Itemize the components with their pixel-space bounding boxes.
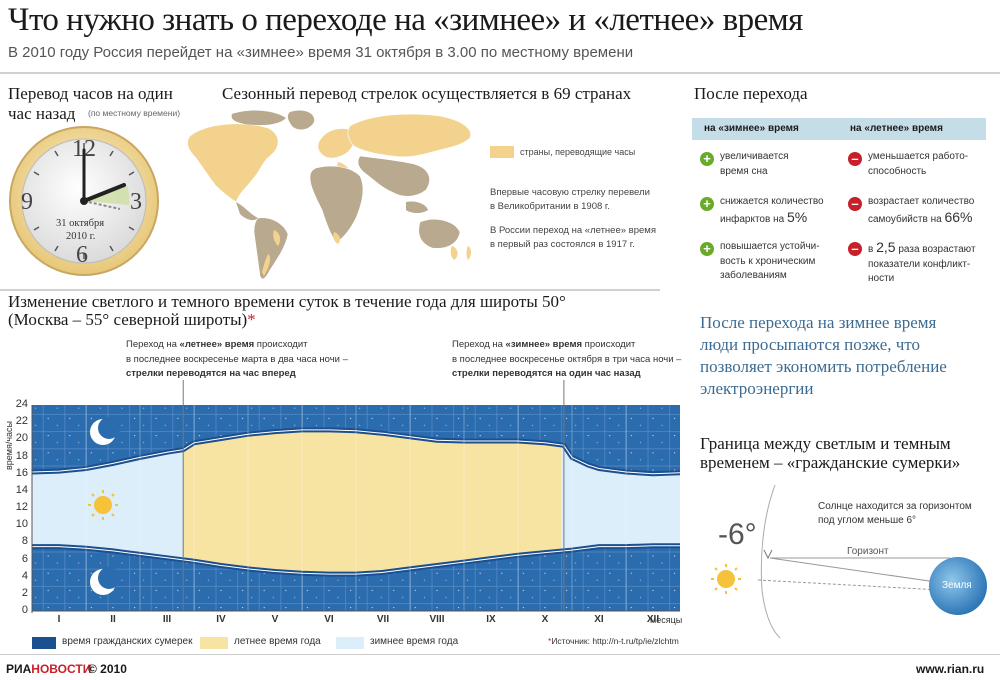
summer-item-1: уменьшается работо-способность — [868, 151, 969, 177]
moon-icon — [90, 567, 120, 595]
x-tick-label: XII — [646, 614, 660, 625]
sun-note-line2: под углом меньше 6° — [818, 515, 917, 526]
plus-icon: + — [700, 197, 714, 211]
ria-logo[interactable]: РИАНОВОСТИ — [6, 662, 92, 676]
earth-label: Земля — [942, 580, 972, 591]
winter-item-2: снижается количество инфарктов на 5% — [720, 196, 824, 225]
clock-date-line1: 31 октября — [56, 218, 105, 229]
x-tick-label: IX — [486, 614, 496, 625]
clock-date-line2: 2010 г. — [66, 231, 96, 242]
minus-icon: – — [848, 197, 862, 211]
x-tick-label: V — [271, 614, 279, 625]
copyright: © 2010 — [88, 662, 127, 676]
y-tick-label: 4 — [21, 569, 28, 582]
wall-clock — [9, 126, 159, 276]
sun-icon — [711, 564, 741, 594]
twilight-diagram — [711, 484, 987, 639]
clock-note: (по местному времени) — [88, 108, 181, 118]
source-note: *Источник: http://n-t.ru/tp/ie/zlchtm — [548, 636, 679, 646]
section-divider — [0, 289, 660, 291]
y-tick-label: 2 — [21, 586, 28, 599]
header-divider — [0, 72, 1000, 74]
fact1-line1: Впервые часовую стрелку перевели — [490, 187, 650, 198]
y-tick-label: 8 — [21, 535, 28, 548]
after-heading: После перехода — [694, 84, 808, 103]
clock-heading-line1: Перевод часов на один — [8, 84, 173, 103]
world-map — [187, 110, 471, 280]
map-heading: Сезонный перевод стрелок осуществляется … — [222, 84, 632, 103]
clock-heading-line2: час назад — [8, 104, 76, 123]
month-gridlines — [85, 405, 627, 611]
y-tick-label: 12 — [15, 501, 28, 513]
after-col-summer: на «летнее» время — [838, 118, 986, 140]
x-tick-label: I — [57, 614, 61, 625]
minus-icon: – — [848, 242, 862, 256]
moon-icon — [90, 417, 120, 445]
daylight-chart — [31, 380, 681, 613]
x-tick-label: III — [162, 614, 172, 625]
legend-winter-label: зимнее время года — [370, 636, 459, 647]
callout-winter-transition: Переход на «зимнее» время происходит в п… — [452, 339, 682, 379]
callout-summer-transition: Переход на «летнее» время происходит в п… — [126, 339, 348, 379]
x-tick-label: VII — [376, 614, 390, 625]
legend-winter-swatch — [336, 637, 364, 649]
map-legend-swatch — [490, 146, 514, 158]
dusk-line — [31, 429, 681, 475]
legend-summer-label: летнее время года — [234, 636, 321, 647]
sun-icon — [88, 490, 118, 520]
y-tick-label: 0 — [21, 604, 28, 616]
x-tick-label: XI — [594, 614, 604, 625]
plus-icon: + — [700, 152, 714, 166]
y-tick-label: 16 — [15, 466, 28, 479]
plus-icon: + — [700, 242, 714, 256]
clock-numeral-3: 3 — [130, 189, 142, 215]
map-legend-label: страны, переводящие часы — [520, 147, 636, 157]
y-tick-label: 22 — [15, 415, 28, 428]
winter-item-1: увеличивается время сна — [720, 151, 789, 177]
angle-label: -6° — [718, 518, 757, 551]
y-tick-label: 6 — [21, 552, 28, 565]
twilight-heading-line2: временем – «гражданские сумерки» — [700, 453, 961, 472]
page-subtitle: В 2010 году Россия перейдет на «зимнее» … — [8, 44, 634, 61]
clock-numeral-6: 6 — [76, 242, 88, 268]
fact1-line2: в Великобритании в 1908 г. — [490, 201, 610, 212]
x-tick-label: VIII — [429, 614, 445, 625]
y-tick-label: 20 — [15, 432, 28, 445]
x-tick-label: VI — [324, 614, 334, 625]
footer-divider — [0, 654, 1000, 655]
page-title: Что нужно знать о переходе на «зимнее» и… — [8, 2, 803, 38]
site-link[interactable]: www.rian.ru — [916, 662, 985, 676]
clock-numeral-12: 12 — [72, 136, 96, 162]
y-tick-label: 18 — [15, 449, 28, 462]
day-area-summer — [183, 429, 562, 575]
after-col-winter: на «зимнее» время — [692, 118, 847, 140]
winter-item-3: повышается устойчи-вость к хроническим за… — [720, 241, 820, 281]
legend-summer-swatch — [200, 637, 228, 649]
y-tick-label: 24 — [15, 398, 28, 410]
summer-item-2: возрастает количество самоубийств на 66% — [868, 196, 975, 225]
chart-heading-line1: Изменение светлого и темного времени сут… — [8, 292, 566, 311]
y-tick-label: 10 — [15, 518, 28, 531]
x-tick-label: II — [110, 614, 116, 625]
legend-twilight-swatch — [32, 637, 56, 649]
summer-item-3: в 2,5 раза возрастают показатели конфлик… — [868, 239, 976, 284]
earth-icon — [929, 557, 987, 615]
chart-heading-line2: (Москва – 55° северной широты)* — [8, 310, 256, 329]
horizon-label: Горизонт — [847, 546, 889, 557]
minus-icon: – — [848, 152, 862, 166]
fact2-line2: в первый раз состоялся в 1917 г. — [490, 239, 635, 250]
x-tick-label: X — [541, 614, 549, 625]
twilight-heading-line1: Граница между светлым и темным — [700, 434, 951, 453]
sun-note-line1: Солнце находится за горизонтом — [818, 501, 972, 512]
clock-numeral-9: 9 — [21, 189, 33, 215]
legend-twilight-label: время гражданских сумерек — [62, 636, 193, 647]
fact2-line1: В России переход на «летнее» время — [490, 225, 656, 236]
y-tick-label: 14 — [15, 483, 28, 496]
chart-xlabel: месяцы — [650, 615, 683, 625]
x-tick-label: IV — [216, 614, 226, 625]
economy-note: После перехода на зимнее время люди прос… — [700, 313, 947, 398]
